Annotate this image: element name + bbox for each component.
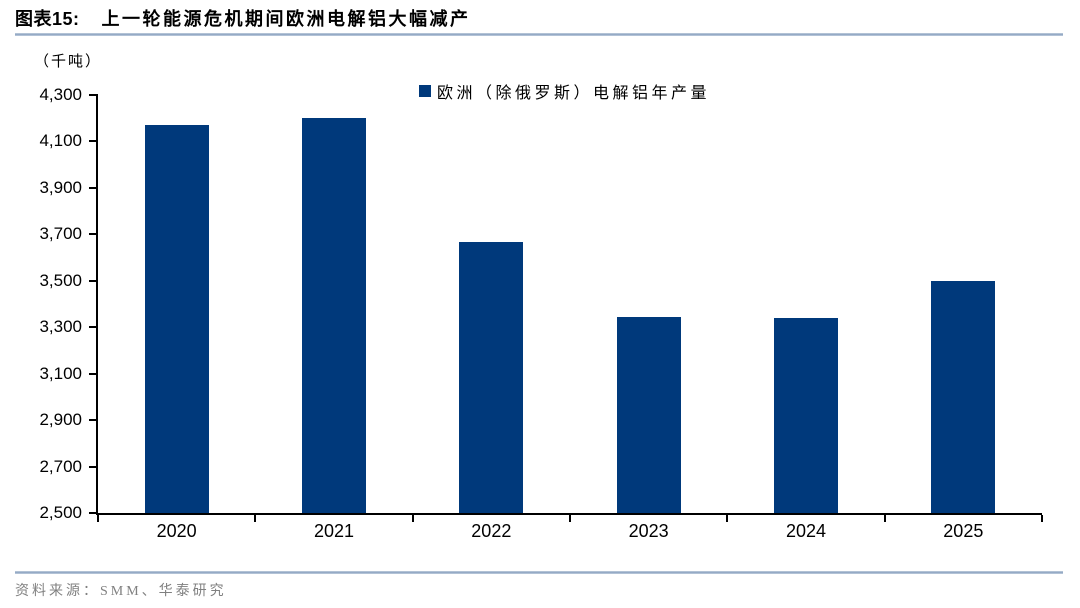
legend-swatch-icon	[419, 85, 431, 97]
y-axis-tick	[89, 140, 98, 143]
y-axis-tick	[89, 186, 98, 189]
x-axis-tick	[97, 515, 99, 522]
x-tick-label: 2021	[313, 521, 355, 541]
y-tick-label: 2,900	[39, 410, 82, 430]
bar-2020	[144, 125, 209, 513]
y-axis-tick	[89, 512, 98, 514]
source-note: 资料来源：SMM、华泰研究	[15, 584, 227, 599]
y-tick-label: 3,900	[39, 177, 82, 197]
y-axis-tick	[89, 419, 98, 422]
y-axis-tick	[89, 372, 98, 375]
bar-2023	[616, 316, 681, 513]
figure-header: 图表15: 上一轮能源危机期间欧洲电解铝大幅减产	[15, 5, 471, 31]
y-tick-label: 2,700	[39, 456, 82, 476]
x-axis-tick	[569, 515, 571, 522]
y-axis-tick	[89, 465, 98, 468]
y-tick-label: 3,500	[39, 270, 82, 290]
y-axis-unit-label: （千吨）	[34, 54, 103, 70]
footer-divider	[15, 571, 1063, 574]
legend-label: 欧洲（除俄罗斯）电解铝年产量	[437, 85, 711, 102]
bar-2025	[931, 280, 996, 513]
y-tick-label: 3,700	[39, 224, 82, 244]
x-tick-label: 2022	[471, 521, 512, 541]
y-tick-label: 4,300	[39, 85, 82, 104]
page-title: 上一轮能源危机期间欧洲电解铝大幅减产	[101, 9, 471, 29]
y-tick-label: 3,100	[39, 363, 82, 383]
bar-2024	[774, 317, 838, 513]
plot-area: 4,300 4,100 3,900 3,700 3,500 3,300 3,100 2,900…	[39, 85, 1043, 541]
legend: 欧洲（除俄罗斯）电解铝年产量	[419, 79, 710, 103]
figure-number-label: 图表15:	[15, 9, 80, 29]
x-axis-tick	[411, 515, 414, 522]
x-axis-tick	[1041, 515, 1043, 522]
x-tick-label: 2023	[628, 521, 669, 541]
x-tick-label: 2025	[943, 521, 984, 541]
x-axis-tick	[726, 515, 729, 522]
bar-2022	[459, 242, 524, 513]
y-tick-label: 3,300	[39, 317, 82, 337]
x-tick-label: 2020	[156, 521, 197, 541]
title-divider	[15, 33, 1063, 36]
y-axis-tick	[89, 326, 98, 329]
y-tick-label: 2,500	[39, 503, 82, 522]
y-tick-label: 4,100	[39, 131, 82, 151]
y-axis-tick	[89, 233, 98, 236]
x-tick-label: 2024	[785, 521, 827, 541]
x-axis-tick	[254, 515, 257, 522]
bar-2021	[302, 118, 366, 513]
y-axis-tick	[89, 94, 98, 96]
x-axis-tick	[883, 515, 886, 522]
y-axis-tick	[89, 279, 98, 282]
